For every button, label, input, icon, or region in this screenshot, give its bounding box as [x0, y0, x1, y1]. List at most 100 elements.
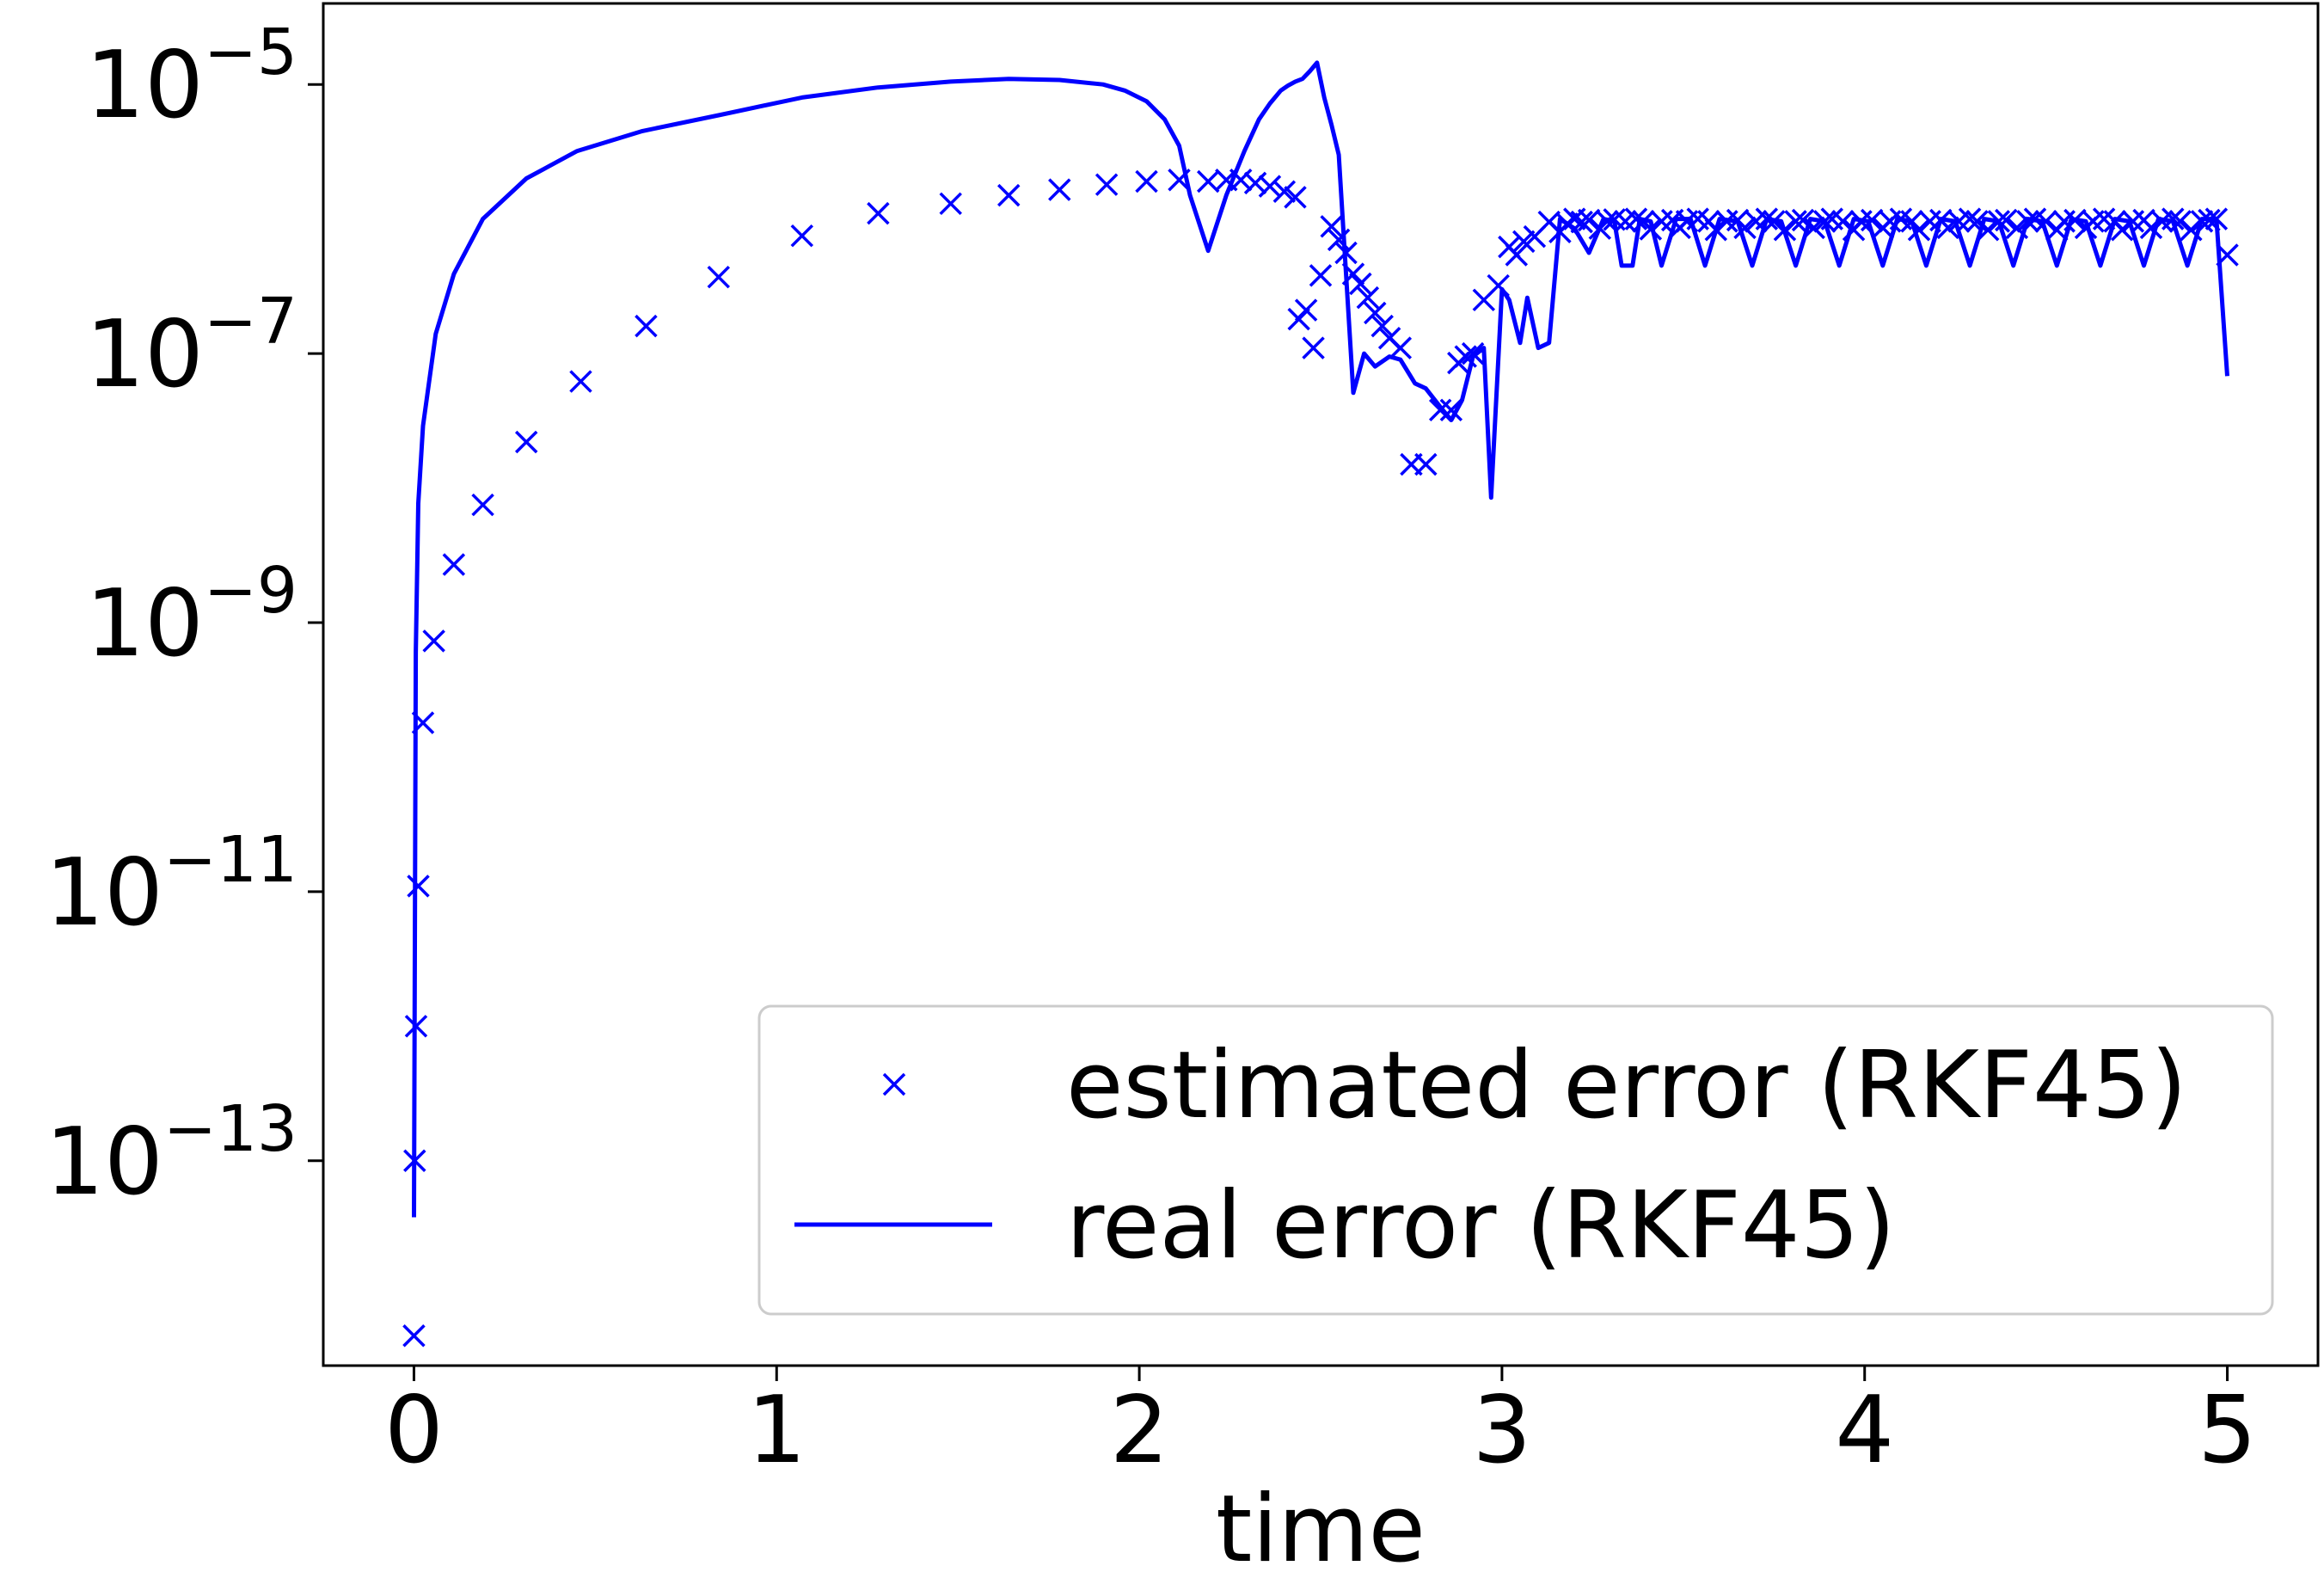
estimated-error-marker — [402, 1324, 426, 1348]
estimated-error-marker — [1414, 452, 1438, 476]
estimated-error-marker — [2005, 216, 2029, 240]
y-tick-exponent: −5 — [204, 15, 297, 89]
estimated-error-marker — [1168, 169, 1191, 192]
estimated-error-marker — [1907, 218, 1931, 242]
y-tick-label: −910 — [85, 554, 297, 678]
estimated-error-marker — [1596, 210, 1619, 233]
estimated-error-marker — [1294, 298, 1318, 322]
estimated-error-marker — [1356, 286, 1380, 310]
estimated-error-marker — [1302, 336, 1325, 359]
estimated-error-marker — [2034, 210, 2057, 233]
estimated-error-marker — [1454, 345, 1477, 368]
estimated-error-marker — [1918, 210, 1941, 233]
plot-frame — [322, 2, 2320, 1367]
estimated-error-marker — [1095, 173, 1119, 196]
estimated-error-marker — [2198, 208, 2221, 232]
estimated-error-marker — [1650, 210, 1673, 233]
estimated-error-marker — [1135, 169, 1158, 193]
estimated-error-marker — [2139, 216, 2163, 240]
estimated-error-marker — [1965, 210, 1989, 233]
y-tick-base: 10 — [45, 839, 162, 947]
estimated-error-marker — [1976, 218, 2000, 242]
estimated-error-marker — [1755, 207, 1779, 230]
estimated-error-marker — [1243, 171, 1267, 195]
estimated-error-marker — [1341, 262, 1365, 286]
estimated-error-marker — [1802, 216, 1825, 240]
estimated-error-marker — [411, 711, 435, 734]
estimated-error-marker — [1320, 215, 1343, 238]
x-axis-title: time — [1216, 1476, 1426, 1572]
estimated-error-marker — [1639, 218, 1663, 241]
x-tick-label: 5 — [2198, 1377, 2257, 1484]
y-tick-base: 10 — [85, 570, 203, 678]
estimated-error-marker — [2110, 218, 2134, 242]
y-tick-base: 10 — [85, 301, 203, 408]
estimated-error-marker — [1258, 175, 1282, 198]
markers-layer — [402, 169, 2239, 1348]
estimated-error-marker — [997, 183, 1021, 207]
y-tick-exponent: −11 — [163, 823, 297, 897]
estimated-error-marker — [1624, 207, 1648, 230]
y-tick-exponent: −7 — [204, 285, 297, 359]
y-tick-base: 10 — [45, 1108, 162, 1216]
estimated-error-marker — [2016, 210, 2039, 233]
estimated-error-marker — [2216, 243, 2239, 267]
x-tick-label: 0 — [384, 1377, 444, 1484]
estimated-error-marker — [1995, 208, 2018, 232]
estimated-error-marker — [1309, 264, 1333, 287]
estimated-error-marker — [1272, 180, 1297, 203]
x-tick-label: 2 — [1110, 1377, 1169, 1484]
estimated-error-marker — [569, 370, 592, 393]
estimated-error-marker — [514, 430, 538, 454]
x-axis: 0 1 2 3 4 5 — [384, 1366, 2257, 1484]
estimated-error-marker — [1370, 314, 1394, 338]
estimated-error-marker — [1334, 241, 1358, 265]
estimated-error-marker — [403, 1149, 426, 1172]
estimated-error-marker — [407, 875, 430, 898]
estimated-error-marker — [2168, 210, 2192, 233]
x-tick-label: 3 — [1473, 1377, 1532, 1484]
y-tick-exponent: −9 — [204, 554, 297, 628]
estimated-error-marker — [635, 314, 658, 338]
estimated-error-marker — [1577, 208, 1601, 232]
estimated-error-marker — [2063, 208, 2087, 232]
estimated-error-marker — [1570, 210, 1593, 234]
estimated-error-marker — [1987, 210, 2011, 233]
estimated-error-marker — [1505, 243, 1529, 267]
legend-box — [757, 1004, 2274, 1316]
estimated-error-marker — [1048, 178, 1071, 201]
estimated-error-marker — [790, 224, 814, 248]
estimated-error-marker — [1229, 169, 1253, 192]
y-tick-label: −710 — [85, 285, 297, 408]
estimated-error-marker — [1439, 398, 1463, 422]
estimated-error-marker — [442, 553, 466, 576]
estimated-error-marker — [2180, 218, 2203, 242]
estimated-error-marker — [939, 192, 962, 216]
estimated-error-marker — [2204, 207, 2229, 230]
x-tick-label: 4 — [1835, 1377, 1894, 1484]
estimated-error-marker — [1389, 336, 1413, 359]
estimated-error-marker — [2162, 207, 2185, 230]
estimated-error-marker — [1936, 216, 1959, 240]
estimated-error-marker — [1461, 341, 1485, 365]
y-tick-exponent: −13 — [163, 1092, 297, 1166]
estimated-error-marker — [1704, 218, 1728, 242]
x-tick-label: 1 — [747, 1377, 806, 1484]
legend-marker-estimated — [882, 1072, 906, 1096]
estimated-error-marker — [1763, 210, 1786, 233]
y-tick-label: −510 — [85, 15, 297, 139]
estimated-error-marker — [1284, 186, 1307, 209]
estimated-error-marker — [471, 493, 494, 517]
estimated-error-marker — [1364, 301, 1387, 325]
estimated-error-marker — [1487, 273, 1510, 298]
estimated-error-marker — [1958, 207, 1982, 230]
legend-label-real: real error (RKF45) — [1066, 1172, 1895, 1280]
estimated-error-marker — [1327, 228, 1351, 252]
estimated-error-marker — [867, 201, 890, 225]
estimated-error-marker — [404, 1015, 428, 1038]
estimated-error-marker — [1349, 272, 1372, 296]
